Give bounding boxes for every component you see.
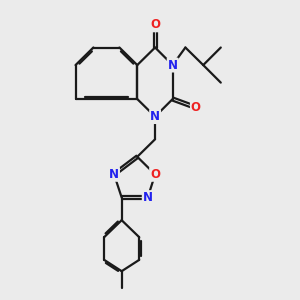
Text: N: N <box>109 168 119 181</box>
Text: N: N <box>143 191 153 204</box>
Text: O: O <box>150 168 160 181</box>
Text: O: O <box>191 101 201 114</box>
Text: N: N <box>168 58 178 72</box>
Text: N: N <box>150 110 160 123</box>
Text: O: O <box>150 18 160 32</box>
